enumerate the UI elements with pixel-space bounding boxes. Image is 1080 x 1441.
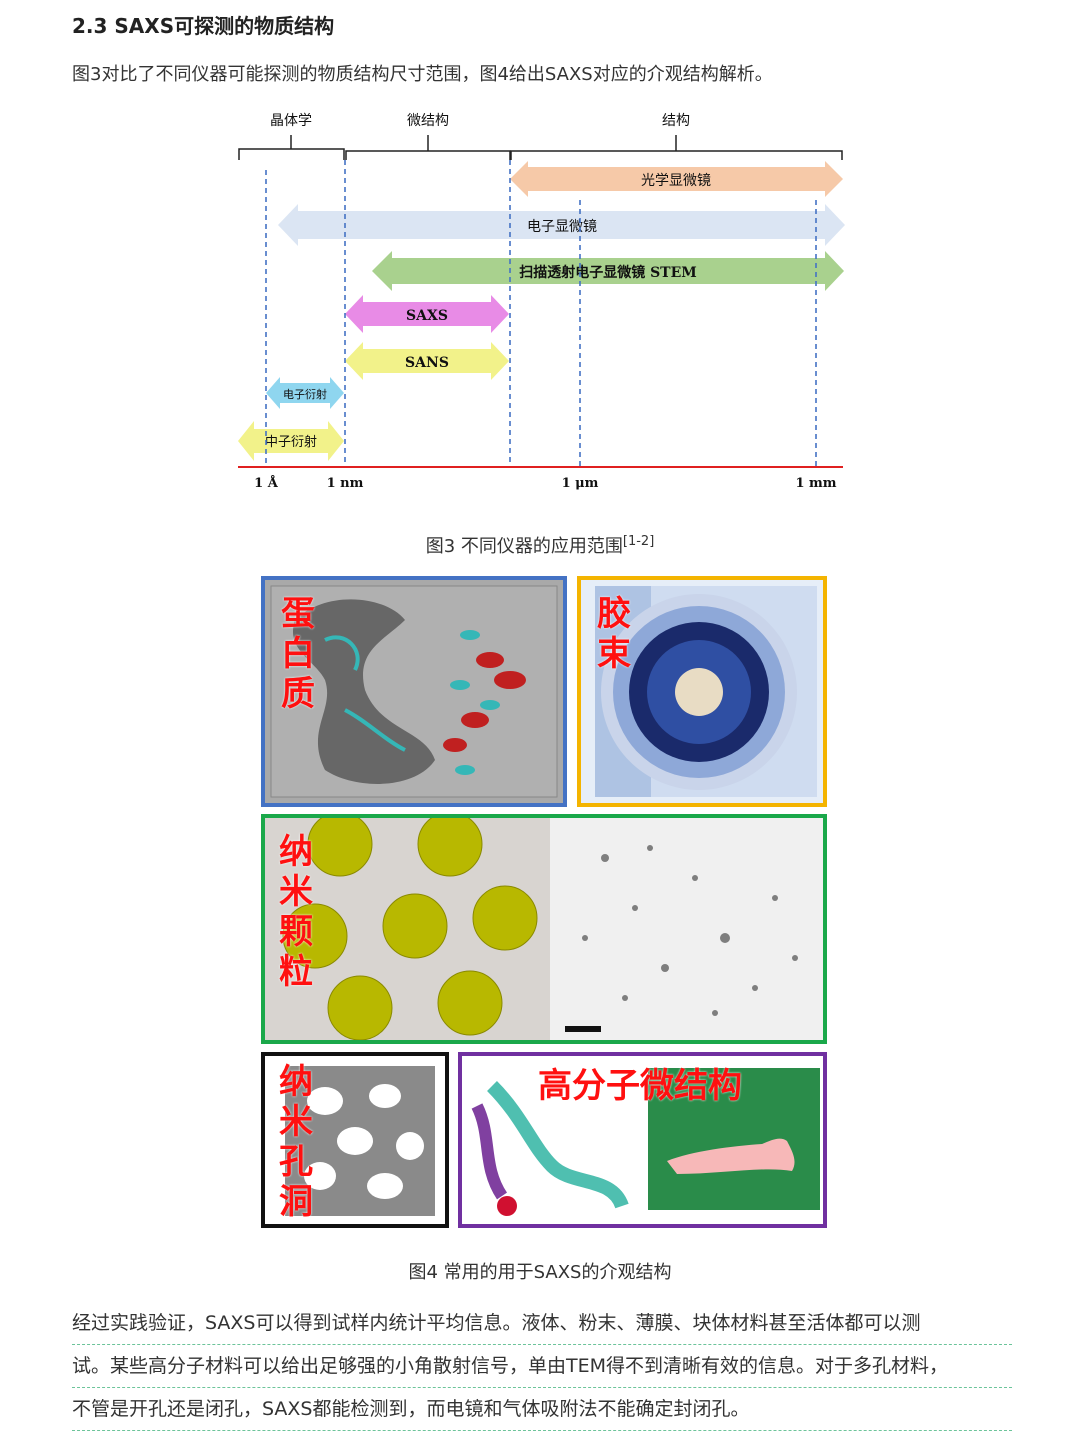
svg-text:电子衍射: 电子衍射 bbox=[283, 387, 327, 401]
nanopore-image bbox=[285, 1066, 435, 1216]
figure3-caption: 图3 不同仪器的应用范围[1-2] bbox=[425, 534, 655, 557]
label-nanopore: 纳米孔洞 bbox=[279, 1062, 313, 1222]
category-crystallography: 晶体学 bbox=[270, 113, 312, 129]
bar-electron-microscope: 电子显微镜 bbox=[278, 204, 845, 246]
bar-electron-diffraction: 电子衍射 bbox=[266, 377, 344, 409]
category-structure: 结构 bbox=[662, 113, 690, 129]
bar-sans: SANS bbox=[345, 342, 509, 380]
tick-mm: 1 mm bbox=[795, 476, 836, 491]
section-heading: 2.3 SAXS可探测的物质结构 bbox=[72, 14, 335, 38]
bar-stem: 扫描透射电子显微镜 STEM bbox=[372, 251, 844, 291]
body-paragraph: 经过实践验证，SAXS可以得到试样内统计平均信息。液体、粉末、薄膜、块体材料甚至… bbox=[72, 1302, 1012, 1431]
label-nanoparticle: 纳米颗粒 bbox=[279, 832, 313, 992]
tick-um: 1 μm bbox=[562, 476, 599, 491]
label-micelle: 胶束 bbox=[597, 594, 631, 674]
paragraph-line: 经过实践验证，SAXS可以得到试样内统计平均信息。液体、粉末、薄膜、块体材料甚至… bbox=[72, 1302, 1012, 1345]
bar-optical-microscope: 光学显微镜 bbox=[510, 161, 843, 197]
paragraph-line: 试。某些高分子材料可以给出足够强的小角散射信号，单由TEM得不到清晰有效的信息。… bbox=[72, 1345, 1012, 1388]
svg-text:SANS: SANS bbox=[405, 355, 449, 371]
guide-lines bbox=[265, 160, 817, 467]
instrument-range-diagram: 晶体学 微结构 结构 光学显微镜 电子显微镜 扫描透射电子显微镜 STEM SA… bbox=[238, 113, 845, 491]
svg-text:电子显微镜: 电子显微镜 bbox=[527, 219, 597, 235]
svg-text:扫描透射电子显微镜 STEM: 扫描透射电子显微镜 STEM bbox=[519, 264, 697, 281]
panel-polymer: 高分子微结构 bbox=[458, 1052, 827, 1228]
svg-text:中子衍射: 中子衍射 bbox=[265, 434, 317, 450]
panel-micelle: 胶束 bbox=[577, 576, 827, 807]
svg-text:光学显微镜: 光学显微镜 bbox=[641, 173, 711, 189]
category-microstructure: 微结构 bbox=[407, 113, 449, 129]
bar-neutron-diffraction: 中子衍射 bbox=[238, 421, 344, 461]
figure4-caption: 图4 常用的用于SAXS的介观结构 bbox=[408, 1262, 672, 1283]
tick-angstrom: 1 Å bbox=[254, 475, 279, 491]
nanoparticle-image bbox=[265, 818, 823, 1040]
intro-text: 图3对比了不同仪器可能探测的物质结构尺寸范围，图4给出SAXS对应的介观结构解析… bbox=[72, 64, 773, 85]
label-polymer: 高分子微结构 bbox=[538, 1066, 742, 1106]
paragraph-line: 不管是开孔还是闭孔，SAXS都能检测到，而电镜和气体吸附法不能确定封闭孔。 bbox=[72, 1388, 1012, 1431]
panel-nanopore: 纳米孔洞 bbox=[261, 1052, 449, 1228]
svg-text:SAXS: SAXS bbox=[406, 308, 448, 324]
label-protein: 蛋白质 bbox=[281, 594, 315, 714]
bar-saxs: SAXS bbox=[345, 295, 509, 333]
polymer-image bbox=[471, 1068, 820, 1216]
tick-nm: 1 nm bbox=[327, 476, 364, 491]
panel-nanoparticle: 纳米颗粒 bbox=[261, 814, 827, 1044]
micelle-image bbox=[595, 586, 817, 797]
category-brackets bbox=[238, 135, 843, 160]
protein-image bbox=[270, 585, 558, 798]
panel-protein: 蛋白质 bbox=[261, 576, 567, 807]
